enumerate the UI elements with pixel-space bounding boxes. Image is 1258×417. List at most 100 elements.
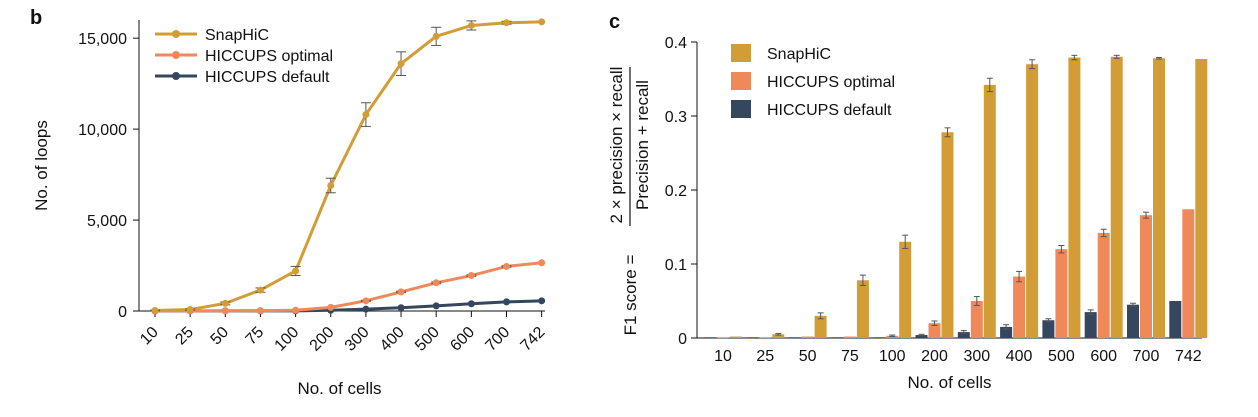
bar xyxy=(1127,304,1139,338)
data-point xyxy=(467,272,475,280)
bar xyxy=(1068,57,1081,338)
x-tick-label: 10 xyxy=(714,348,732,365)
data-point xyxy=(186,306,194,314)
line-chart-panel: 0 5,000 10,000 15,000 10 25 50 75 100 200 300 400 50… xyxy=(32,18,549,398)
bar xyxy=(759,337,772,339)
x-tick-label: 400 xyxy=(377,324,408,355)
legend-swatch xyxy=(731,44,751,62)
data-point xyxy=(538,259,546,267)
bar xyxy=(928,323,941,338)
legend-label: HICCUPS default xyxy=(205,69,330,86)
bar xyxy=(970,301,983,338)
bar xyxy=(941,132,954,338)
bar xyxy=(1042,320,1055,338)
bar-chart-panel: 0 0.1 0.2 0.3 0.4 10 25 50 75 100 200 300 400 500 600 7… xyxy=(607,35,1208,392)
x-tick-label: 10 xyxy=(137,324,162,349)
y-tick-label: 0 xyxy=(118,304,127,321)
x-axis-title: No. of cells xyxy=(297,379,381,398)
legend-label: HICCUPS optimal xyxy=(767,74,895,91)
x-tick-label: 700 xyxy=(482,324,513,355)
bar xyxy=(1110,56,1123,339)
data-point xyxy=(432,32,440,40)
legend-swatch xyxy=(731,100,751,118)
y-tick-label: 15,000 xyxy=(78,31,127,48)
bar xyxy=(1182,209,1195,338)
panel-letter-b: b xyxy=(30,7,42,29)
data-point xyxy=(327,303,335,311)
y-axis-title: No. of loops xyxy=(32,120,51,211)
data-point xyxy=(292,306,300,314)
x-tick-label: 742 xyxy=(518,324,549,355)
bar xyxy=(772,334,785,338)
series-line xyxy=(154,20,542,312)
bar xyxy=(1140,215,1152,338)
data-point xyxy=(503,262,510,270)
data-point xyxy=(538,18,546,26)
data-point xyxy=(151,306,159,314)
x-tick-label: 742 xyxy=(1175,348,1202,365)
y-tick-label: 0.3 xyxy=(665,109,687,126)
y-tick-label: 5,000 xyxy=(87,213,127,230)
legend-label: SnapHiC xyxy=(205,27,269,44)
x-tick-label: 75 xyxy=(841,348,859,365)
data-point xyxy=(467,300,475,308)
x-tick-label: 100 xyxy=(272,324,303,355)
bar xyxy=(1084,312,1097,338)
bar xyxy=(957,332,970,338)
data-point xyxy=(503,298,510,306)
bar xyxy=(843,336,856,338)
legend-label: SnapHiC xyxy=(767,46,831,63)
data-point xyxy=(221,307,229,315)
data-point xyxy=(397,304,405,312)
bar xyxy=(915,335,928,338)
x-tick-label: 500 xyxy=(1048,348,1075,365)
legend-swatch-marker xyxy=(172,72,180,80)
x-tick-label: 500 xyxy=(412,324,443,355)
bar xyxy=(1026,64,1039,338)
x-tick-label: 25 xyxy=(172,324,197,349)
data-point xyxy=(467,21,475,29)
y-tick-label: 0.2 xyxy=(665,183,687,200)
x-tick-label: 600 xyxy=(447,324,478,355)
legend-swatch-marker xyxy=(172,51,180,59)
legend-label: HICCUPS optimal xyxy=(205,48,333,65)
bar xyxy=(856,280,869,338)
x-tick-label: 200 xyxy=(307,324,338,355)
bar xyxy=(1013,276,1026,338)
data-point xyxy=(397,288,405,296)
bar xyxy=(1055,249,1068,338)
bar xyxy=(1153,58,1165,338)
data-point xyxy=(221,299,229,307)
bar xyxy=(814,315,827,338)
legend-swatch xyxy=(731,72,751,90)
bar xyxy=(1195,59,1208,339)
x-tick-label: 600 xyxy=(1090,348,1117,365)
x-tick-label: 50 xyxy=(799,348,817,365)
bar xyxy=(788,337,801,339)
bar xyxy=(1097,232,1110,338)
x-tick-label: 700 xyxy=(1133,348,1160,365)
x-tick-label: 75 xyxy=(243,324,268,349)
x-tick-label: 100 xyxy=(879,348,906,365)
x-tick-label: 50 xyxy=(208,324,233,349)
x-tick-label: 200 xyxy=(921,348,948,365)
data-point xyxy=(432,302,440,310)
data-point xyxy=(256,286,264,294)
data-point xyxy=(503,19,510,27)
y-tick-label: 10,000 xyxy=(78,122,127,139)
bar xyxy=(1000,326,1013,338)
bar xyxy=(1169,301,1182,338)
series-line xyxy=(154,261,542,313)
y-tick-label: 0.4 xyxy=(665,35,687,52)
data-point xyxy=(362,305,370,313)
data-point xyxy=(432,279,440,287)
bar xyxy=(830,337,843,339)
data-point xyxy=(327,182,335,190)
bar xyxy=(746,337,759,339)
bar xyxy=(873,337,886,339)
panel-letter-c: c xyxy=(609,11,620,33)
bar xyxy=(730,336,742,338)
x-tick-label: 300 xyxy=(963,348,990,365)
data-point xyxy=(256,307,264,315)
